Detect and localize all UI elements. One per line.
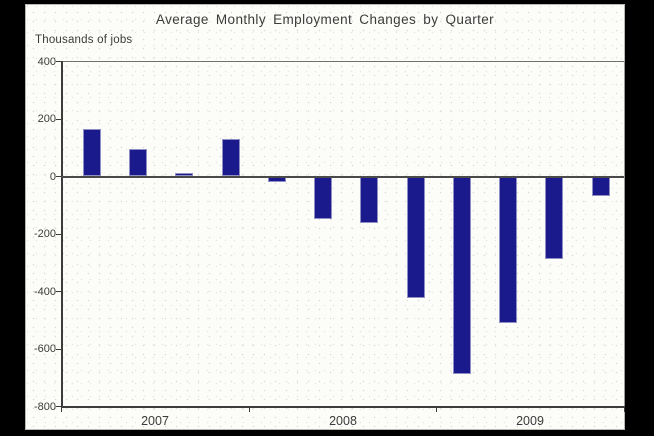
- bar-2009-q1: [453, 176, 471, 374]
- y-tick-mark: [56, 406, 61, 407]
- zero-baseline: [61, 176, 624, 178]
- x-year-label-2009: 2009: [516, 414, 544, 428]
- bar-2008-q4: [407, 176, 425, 298]
- y-tick-mark: [56, 119, 61, 120]
- plot-top-border: [61, 61, 624, 62]
- bar-2007-q3: [175, 173, 193, 176]
- y-axis-line: [61, 61, 63, 406]
- bar-2007-q2: [129, 149, 147, 176]
- y-tick-mark: [56, 61, 61, 62]
- chart-canvas: Average Monthly Employment Changes by Qu…: [25, 4, 625, 430]
- y-tick-label: -600: [33, 343, 56, 355]
- y-tick-label: 400: [37, 55, 56, 68]
- x-year-label-2007: 2007: [141, 414, 169, 428]
- x-tick-mark: [249, 408, 250, 412]
- y-tick-label: -400: [33, 285, 56, 298]
- y-tick-label: -800: [33, 400, 56, 413]
- y-axis-units-label: Thousands of jobs: [35, 34, 133, 46]
- x-axis-line: [61, 406, 625, 408]
- x-year-label-2008: 2008: [329, 414, 357, 428]
- plot-right-border: [624, 61, 625, 406]
- x-tick-mark: [624, 408, 625, 412]
- y-tick-label: 0: [49, 170, 56, 183]
- x-tick-mark: [436, 408, 437, 412]
- y-tick-label: 200: [37, 113, 56, 125]
- bar-2007-q1: [83, 129, 101, 176]
- bar-2007-q4: [222, 139, 240, 176]
- bar-2009-q4: [592, 176, 610, 196]
- x-tick-mark: [61, 408, 62, 412]
- chart-title: Average Monthly Employment Changes by Qu…: [155, 12, 495, 27]
- y-tick-label: -200: [33, 228, 56, 240]
- bar-2008-q3: [360, 176, 378, 223]
- bar-2009-q2: [499, 176, 517, 323]
- y-tick-mark: [56, 291, 61, 292]
- y-tick-mark: [56, 176, 61, 177]
- bar-2008-q2: [314, 176, 332, 219]
- y-tick-mark: [56, 349, 61, 350]
- y-tick-mark: [56, 234, 61, 235]
- bar-2009-q3: [545, 176, 563, 259]
